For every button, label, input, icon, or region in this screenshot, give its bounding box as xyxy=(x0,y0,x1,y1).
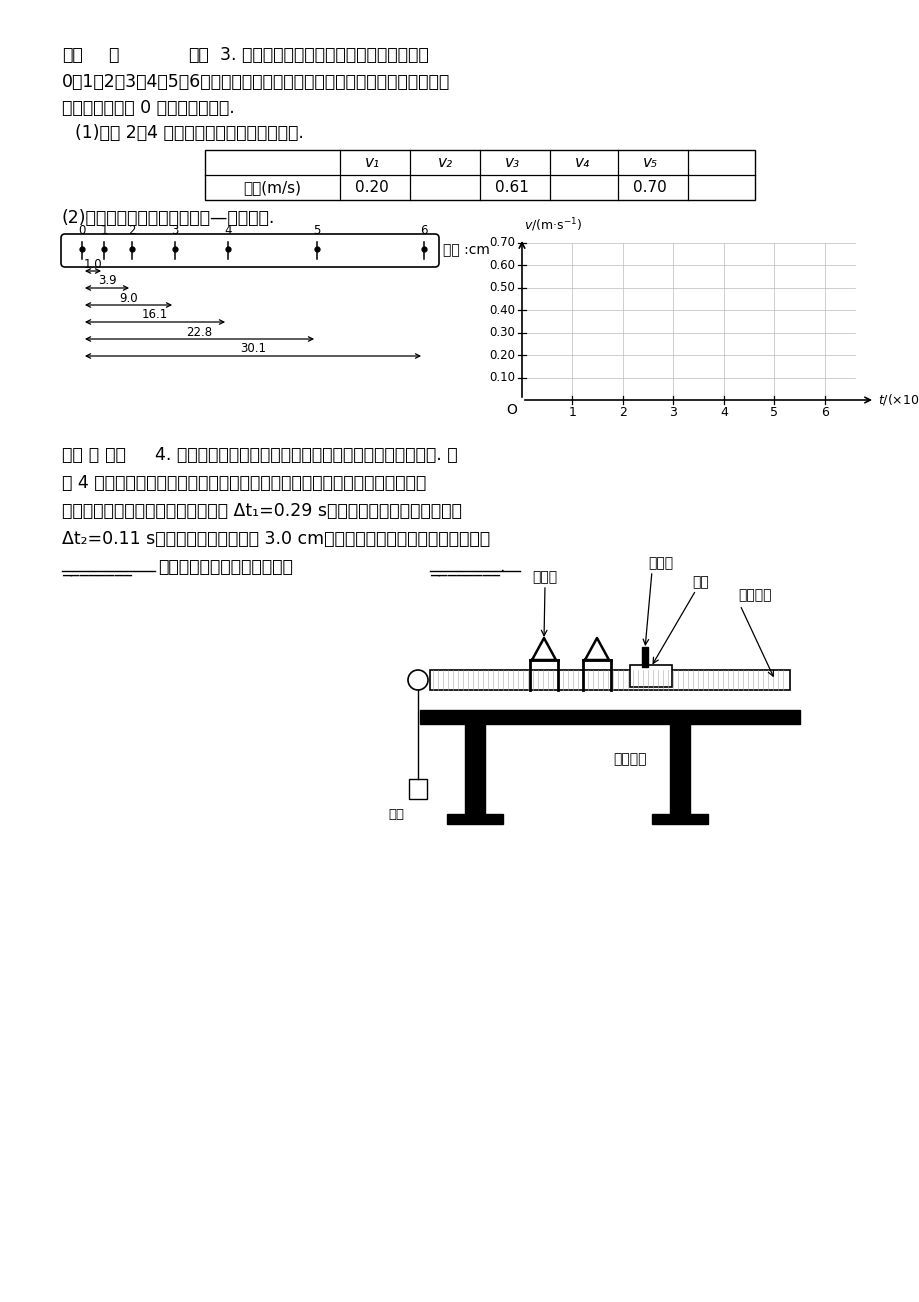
Bar xyxy=(205,150,754,201)
Circle shape xyxy=(407,671,427,690)
Text: 4: 4 xyxy=(224,224,232,237)
Text: v₃: v₃ xyxy=(504,155,519,171)
Text: 沙桶: 沙桶 xyxy=(388,807,403,820)
Text: 0.60: 0.60 xyxy=(489,259,515,272)
Text: 导轨标尺: 导轨标尺 xyxy=(613,753,646,766)
Text: 易】: 易】 xyxy=(187,46,209,64)
Text: 0.20: 0.20 xyxy=(489,349,515,362)
FancyBboxPatch shape xyxy=(61,234,438,267)
Text: 图 4 所示，滑块在牡引力作用下先后通过两个光电门，配套的数字毫秒计记录: 图 4 所示，滑块在牡引力作用下先后通过两个光电门，配套的数字毫秒计记录 xyxy=(62,474,425,492)
Text: 【难: 【难 xyxy=(62,46,83,64)
Text: 0.30: 0.30 xyxy=(489,327,515,340)
Text: 0.70: 0.70 xyxy=(489,237,515,250)
Text: 22.8: 22.8 xyxy=(187,326,212,339)
Text: v₁: v₁ xyxy=(364,155,380,171)
Text: ，通过第二个光电门的速度为: ，通过第二个光电门的速度为 xyxy=(158,559,292,575)
Text: v₄: v₄ xyxy=(573,155,589,171)
Text: $v$/(m·s$^{-1}$): $v$/(m·s$^{-1}$) xyxy=(524,216,582,234)
Bar xyxy=(652,814,708,824)
Text: 3: 3 xyxy=(171,224,178,237)
Text: Δt₂=0.11 s，已知遉光板的宽度为 3.0 cm，则滑块通过第一个光电门的速度为: Δt₂=0.11 s，已知遉光板的宽度为 3.0 cm，则滑块通过第一个光电门的… xyxy=(62,530,490,548)
Text: 0.61: 0.61 xyxy=(494,180,528,195)
Text: 数値(m/s): 数値(m/s) xyxy=(243,180,301,195)
Text: 4: 4 xyxy=(720,405,727,418)
Text: 气垫导轨: 气垫导轨 xyxy=(737,589,771,602)
Text: 遉光板: 遉光板 xyxy=(647,556,673,570)
Text: 2: 2 xyxy=(128,224,136,237)
Text: 0.50: 0.50 xyxy=(489,281,515,294)
Bar xyxy=(669,724,689,814)
Text: 0.10: 0.10 xyxy=(489,371,515,384)
Text: 1: 1 xyxy=(100,224,108,237)
Text: 【难 中 易】: 【难 中 易】 xyxy=(62,447,126,464)
Text: 3. 如图所示是一条打点计时器打出的纸带，: 3. 如图所示是一条打点计时器打出的纸带， xyxy=(220,46,428,64)
Text: 6: 6 xyxy=(420,224,427,237)
Text: O: O xyxy=(506,404,516,417)
Bar xyxy=(420,710,800,724)
Text: 0: 0 xyxy=(78,224,85,237)
Text: (1)求出 2、4 计数点的瞬时速度并填入表格.: (1)求出 2、4 计数点的瞬时速度并填入表格. xyxy=(75,124,303,142)
Text: v₅: v₅ xyxy=(641,155,657,171)
Text: 0.20: 0.20 xyxy=(355,180,389,195)
Bar xyxy=(464,724,484,814)
Text: 1: 1 xyxy=(568,405,576,418)
Text: ________.: ________. xyxy=(429,559,505,575)
Text: 单位 :cm: 单位 :cm xyxy=(443,243,489,258)
Bar xyxy=(447,814,503,824)
Text: 光电门: 光电门 xyxy=(532,570,557,585)
Text: ________: ________ xyxy=(62,559,131,575)
Text: 3: 3 xyxy=(669,405,676,418)
Text: 30.1: 30.1 xyxy=(240,342,266,355)
Text: 0、1、2、3、4、5、6是七个计数点，每相邻两个计数点之间还有四个点未画: 0、1、2、3、4、5、6是七个计数点，每相邻两个计数点之间还有四个点未画 xyxy=(62,73,449,91)
Text: 9.0: 9.0 xyxy=(119,292,138,305)
Bar xyxy=(641,647,647,667)
Text: 滑块: 滑块 xyxy=(691,575,708,589)
Text: 5: 5 xyxy=(769,405,777,418)
Text: 出，各计数点到 0 的距离如图所示.: 出，各计数点到 0 的距离如图所示. xyxy=(62,99,234,117)
Bar xyxy=(429,671,789,690)
Text: 4. 用气垫导轨和数字计时器能更精确地测量物体的瞬时速度. 如: 4. 用气垫导轨和数字计时器能更精确地测量物体的瞬时速度. 如 xyxy=(154,447,457,464)
Text: 了遉光板通过第一个光电门的时间为 Δt₁=0.29 s，通过第二个光电门的时间为: 了遉光板通过第一个光电门的时间为 Δt₁=0.29 s，通过第二个光电门的时间为 xyxy=(62,503,461,519)
Text: v₂: v₂ xyxy=(437,155,452,171)
Text: 6: 6 xyxy=(820,405,828,418)
Text: 0.40: 0.40 xyxy=(489,303,515,316)
Text: 2: 2 xyxy=(618,405,626,418)
Text: (2)在坐标纸中画出质点的速度—时间图象.: (2)在坐标纸中画出质点的速度—时间图象. xyxy=(62,210,275,227)
Text: 3.9: 3.9 xyxy=(97,275,116,288)
Text: 16.1: 16.1 xyxy=(142,309,168,322)
Text: 中: 中 xyxy=(108,46,119,64)
Text: 1.0: 1.0 xyxy=(84,258,102,271)
Bar xyxy=(630,665,671,687)
Bar xyxy=(409,779,426,799)
Text: $t$/($\times$10$^{-1}$ s): $t$/($\times$10$^{-1}$ s) xyxy=(877,391,919,409)
Text: 0.70: 0.70 xyxy=(632,180,666,195)
Text: 5: 5 xyxy=(313,224,321,237)
